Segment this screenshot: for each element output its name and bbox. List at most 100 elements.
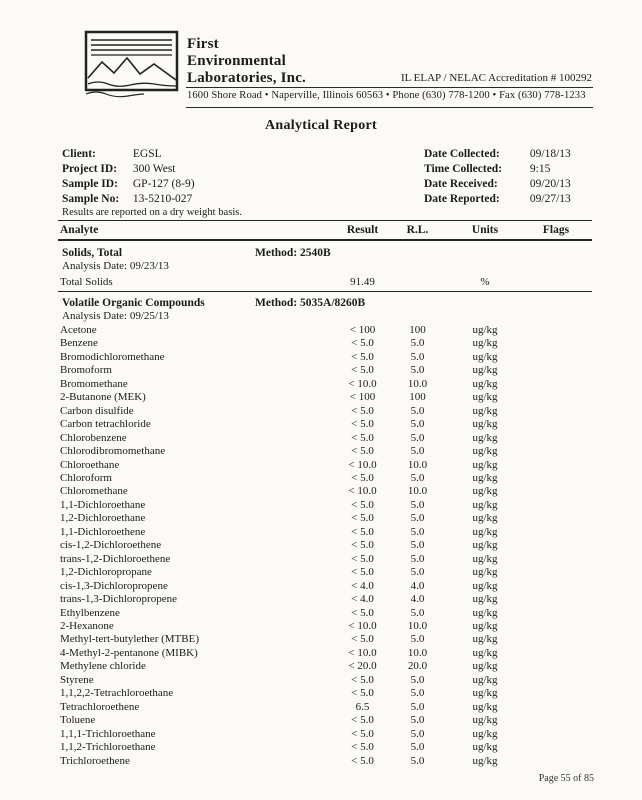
rl-value: 5.0 [410, 498, 425, 511]
rl-value: 10.0 [407, 485, 428, 498]
table-row: Toluene < 5.0 5.0 ug/kg [60, 714, 592, 727]
flags-value [520, 276, 592, 289]
client-label: Client: [62, 148, 96, 160]
result-value: < 5.0 [351, 364, 374, 377]
table-row: 1,1,1-Trichloroethane < 5.0 5.0 ug/kg [60, 728, 592, 741]
table-rule-above-header [58, 220, 592, 222]
units-value: ug/kg [472, 687, 498, 700]
units-value: ug/kg [472, 485, 498, 498]
rl-value: 5.0 [410, 566, 425, 579]
rl-value: 5.0 [410, 539, 425, 552]
time-collected-label: Time Collected: [424, 163, 503, 175]
analyte-name: Chloroform [60, 471, 112, 484]
date-collected-label: Date Collected: [424, 148, 500, 160]
units-value: ug/kg [472, 714, 498, 727]
units-value: ug/kg [472, 525, 498, 538]
units-value: ug/kg [472, 633, 498, 646]
analyte-name: Chlorodibromomethane [60, 445, 166, 458]
rl-value: 5.0 [410, 687, 425, 700]
analyte-name: 1,2-Dichloroethane [60, 512, 146, 525]
result-value: < 5.0 [351, 350, 374, 363]
analyte-name: Total Solids [60, 276, 113, 288]
units-value: ug/kg [472, 471, 498, 484]
rl-value: 10.0 [407, 377, 428, 390]
rl-value: 5.0 [410, 431, 425, 444]
rl-value: 5.0 [410, 471, 425, 484]
table-row: trans-1,2-Dichloroethene < 5.0 5.0 ug/kg [60, 553, 592, 566]
units-value: ug/kg [472, 646, 498, 659]
date-reported-value: 09/27/13 [529, 193, 571, 205]
table-row: Tetrachloroethene 6.5 5.0 ug/kg [60, 701, 592, 714]
analyte-name: 2-Butanone (MEK) [60, 391, 146, 404]
result-value: < 5.0 [351, 525, 374, 538]
result-value: < 4.0 [351, 593, 374, 606]
analyte-name: cis-1,3-Dichloropropene [60, 579, 168, 592]
analyte-name: 2-Hexanone [60, 619, 114, 632]
section-name-solids: Solids, Total [62, 247, 123, 259]
flags-value [520, 526, 592, 539]
analyte-name: 1,1-Dichloroethene [60, 525, 146, 538]
analyte-name: Carbon tetrachloride [60, 418, 151, 431]
table-row: Chlorodibromomethane < 5.0 5.0 ug/kg [60, 445, 592, 458]
units-value: ug/kg [472, 539, 498, 552]
company-name: First Environmental Laboratories, Inc. [187, 36, 306, 87]
result-value: < 20.0 [348, 660, 377, 673]
units-value: ug/kg [472, 418, 498, 431]
analyte-name: Tetrachloroethene [60, 700, 140, 713]
units-value: ug/kg [472, 566, 498, 579]
info-row-sample-id: Sample ID: GP-127 (8-9) [62, 178, 195, 190]
mountain-logo-icon [84, 30, 179, 98]
sample-no-value: 13-5210-027 [132, 193, 193, 205]
table-row: 2-Hexanone < 10.0 10.0 ug/kg [60, 620, 592, 633]
date-collected-value: 09/18/13 [529, 148, 571, 160]
dry-weight-note: Results are reported on a dry weight bas… [62, 207, 243, 218]
units-value: ug/kg [472, 606, 498, 619]
analyte-name: Methyl-tert-butylether (MTBE) [60, 633, 199, 646]
units-value: ug/kg [472, 391, 498, 404]
client-value: EGSL [132, 148, 162, 160]
result-value: < 5.0 [351, 512, 374, 525]
result-value: < 5.0 [351, 445, 374, 458]
rl-value: 4.0 [410, 593, 425, 606]
analyte-name: 1,1,2,2-Tetrachloroethane [60, 687, 174, 700]
analyte-name: Acetone [60, 324, 97, 336]
analyte-name: Bromoform [60, 364, 112, 377]
rl-value: 10.0 [407, 619, 428, 632]
rl-value: 5.0 [410, 525, 425, 538]
rl-value: 5.0 [410, 754, 425, 767]
units-value: ug/kg [472, 431, 498, 444]
rl-value: 5.0 [410, 714, 425, 727]
voc-rows: Acetone < 100 100 ug/kg Benzene < 5.0 5.0 ug/kg… [60, 324, 592, 768]
flags-value [520, 418, 592, 431]
units-value: ug/kg [472, 498, 498, 511]
header-rule-top [186, 87, 593, 89]
table-row: Bromodichloromethane < 5.0 5.0 ug/kg [60, 351, 592, 364]
table-row: Benzene < 5.0 5.0 ug/kg [60, 337, 592, 350]
flags-value [520, 472, 592, 485]
units-value: ug/kg [472, 593, 498, 606]
flags-value [520, 485, 592, 498]
result-value: < 5.0 [351, 471, 374, 484]
table-row: Carbon disulfide < 5.0 5.0 ug/kg [60, 405, 592, 418]
table-row: Acetone < 100 100 ug/kg [60, 324, 592, 337]
section-method-voc: Method: 5035A/8260B [255, 297, 366, 309]
table-row: 1,1-Dichloroethane < 5.0 5.0 ug/kg [60, 499, 592, 512]
result-value: < 5.0 [351, 539, 374, 552]
flags-value [520, 553, 592, 566]
table-row: cis-1,2-Dichloroethene < 5.0 5.0 ug/kg [60, 539, 592, 552]
table-row: Chlorobenzene < 5.0 5.0 ug/kg [60, 432, 592, 445]
page-title: Analytical Report [264, 118, 378, 133]
section-name-voc: Volatile Organic Compounds [62, 297, 205, 309]
rl-value: 5.0 [410, 727, 425, 740]
table-row: Bromoform < 5.0 5.0 ug/kg [60, 364, 592, 377]
result-value: < 5.0 [351, 687, 374, 700]
result-value: < 5.0 [351, 633, 374, 646]
info-row-project: Project ID: 300 West [62, 163, 176, 175]
result-value: < 100 [349, 391, 376, 404]
project-id-label: Project ID: [62, 163, 118, 175]
analyte-name: Styrene [60, 673, 94, 686]
flags-value [520, 714, 592, 727]
analysis-date-solids: Analysis Date: 09/23/13 [62, 260, 169, 272]
result-value: < 5.0 [351, 418, 374, 431]
